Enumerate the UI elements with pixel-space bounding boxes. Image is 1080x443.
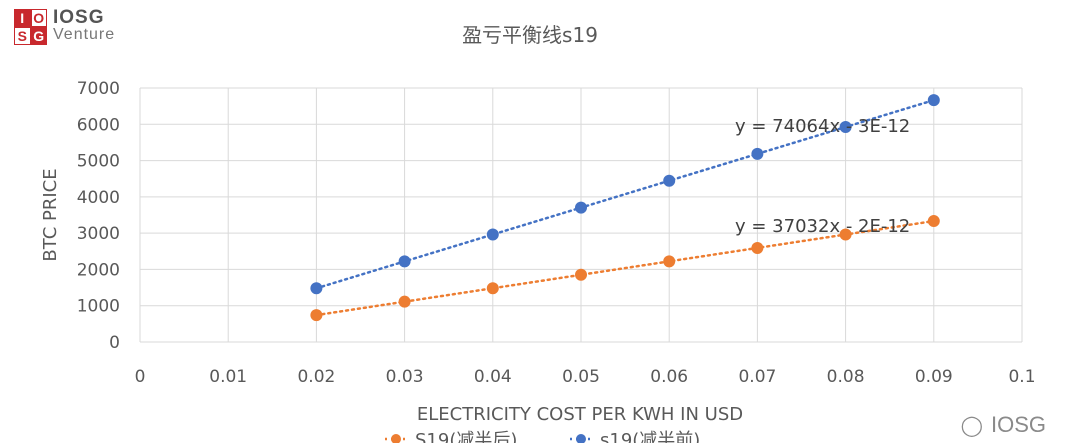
x-tick-label: 0.05 [562, 367, 600, 387]
x-tick-label: 0 [135, 367, 146, 387]
x-tick-label: 0.08 [827, 367, 865, 387]
trendline-equation: y = 37032x - 2E-12 [735, 216, 910, 237]
gridlines [139, 87, 1023, 343]
x-tick-label: 0.07 [738, 367, 776, 387]
data-point [751, 241, 764, 254]
y-tick-label: 6000 [77, 115, 120, 135]
y-tick-label: 5000 [77, 152, 120, 172]
data-point [839, 228, 852, 241]
x-tick-label: 0.04 [474, 367, 512, 387]
legend-swatch-marker [576, 434, 586, 443]
trendline [315, 98, 936, 290]
x-tick-label: 0.06 [650, 367, 688, 387]
y-tick-labels: 0 1000 2000 3000 4000 5000 6000 7000 [77, 79, 120, 353]
data-point [486, 282, 499, 295]
trendline-equations: y = 37032x - 2E-12 y = 74064x - 3E-12 [735, 116, 910, 237]
logo-mark-s: S [14, 27, 31, 45]
x-axis-label: ELECTRICITY COST PER KWH IN USD [417, 404, 743, 425]
logo-bottom-text: Venture [53, 26, 116, 43]
legend-swatch-marker [391, 434, 401, 443]
data-points [310, 94, 940, 322]
data-point [575, 201, 587, 214]
x-tick-labels: 0 0.01 0.02 0.03 0.04 0.05 0.06 0.07 0.08 0.09 0.1 [135, 367, 1036, 387]
logo-text: IOSG Venture [53, 8, 115, 43]
data-point [927, 215, 940, 228]
data-point [310, 309, 323, 322]
iosg-logo: I O S G IOSG Venture [14, 8, 115, 45]
x-tick-label: 0.1 [1008, 367, 1035, 387]
y-tick-label: 2000 [77, 260, 120, 280]
data-point [575, 268, 587, 281]
chart-title: 盈亏平衡线s19 [462, 23, 598, 47]
y-axis-label: BTC PRICE [40, 168, 61, 261]
data-point [663, 255, 676, 268]
logo-mark-o: O [30, 9, 47, 27]
y-tick-label: 7000 [77, 79, 120, 99]
iosg-watermark: ◯ IOSG [961, 412, 1046, 438]
watermark-text: IOSG [990, 412, 1046, 437]
trendline-equation: y = 74064x - 3E-12 [735, 116, 910, 137]
trendline [315, 219, 936, 317]
data-point [663, 174, 676, 187]
y-tick-label: 0 [109, 333, 120, 353]
x-tick-label: 0.09 [915, 367, 953, 387]
y-tick-label: 1000 [77, 297, 120, 317]
data-point [751, 147, 764, 160]
data-point [398, 295, 411, 308]
x-tick-label: 0.01 [209, 367, 247, 387]
iosg-logo-mark: I O S G [14, 9, 47, 45]
x-tick-label: 0.02 [297, 367, 335, 387]
wechat-icon: ◯ [960, 414, 983, 437]
data-point [486, 228, 499, 241]
y-tick-label: 3000 [77, 224, 120, 244]
y-tick-label: 4000 [77, 188, 120, 208]
logo-mark-i: I [14, 9, 31, 27]
legend-entry: s19(减半前) [600, 430, 700, 443]
logo-top-text: IOSG [53, 7, 105, 28]
data-point [839, 121, 852, 134]
trendlines [315, 98, 936, 317]
data-point [927, 94, 940, 107]
logo-mark-g: G [30, 27, 47, 45]
data-point [398, 255, 411, 268]
x-tick-label: 0.03 [386, 367, 424, 387]
data-point [310, 282, 323, 295]
legend-entry: S19(减半后) [415, 430, 517, 443]
legend: S19(减半后) s19(减半前) [385, 430, 700, 443]
